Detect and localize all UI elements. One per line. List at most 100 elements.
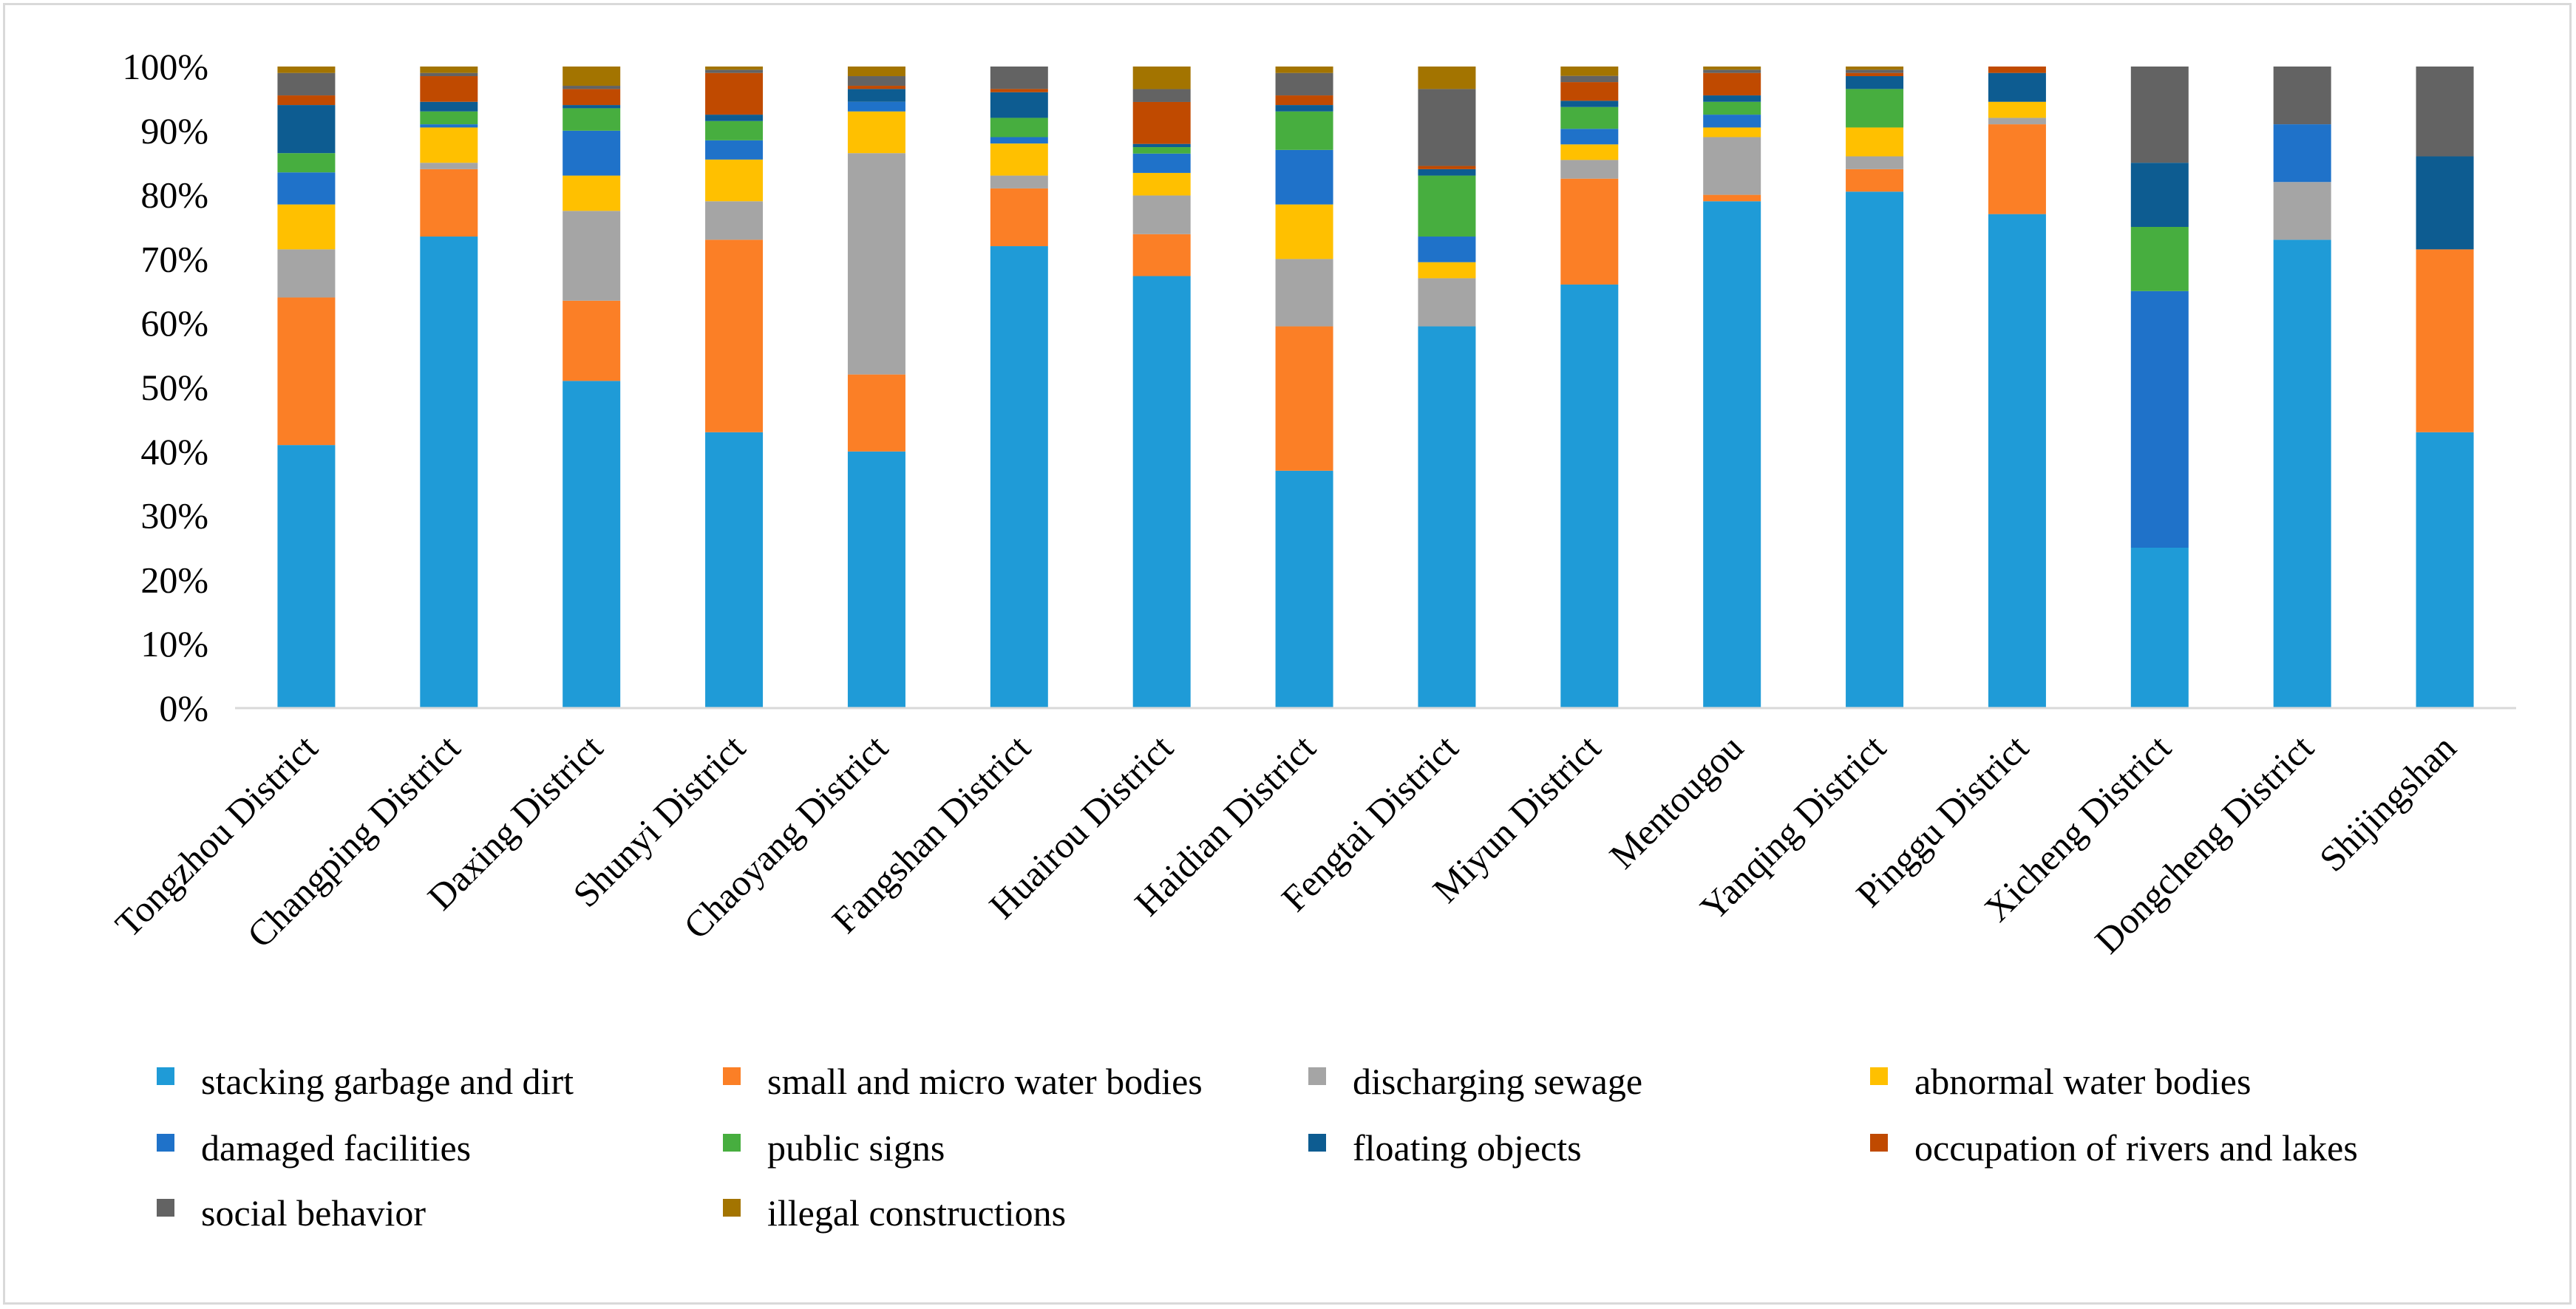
bar-segment: [1988, 118, 2046, 125]
legend-item: discharging sewage: [1308, 1061, 1642, 1102]
bar-segment: [1703, 201, 1761, 708]
bar-segment: [420, 111, 478, 125]
bar-segment: [1703, 101, 1761, 115]
bar-segment: [2130, 548, 2189, 708]
bar-segment: [2416, 432, 2474, 708]
bar-stack: [563, 67, 621, 708]
bar-segment: [1275, 72, 1333, 96]
bar-segment: [1275, 204, 1333, 259]
bar-segment: [1418, 169, 1476, 176]
bar-segment: [705, 67, 764, 70]
bar-segment: [1560, 82, 1619, 101]
bar-segment: [2130, 290, 2189, 548]
bar-segment: [563, 108, 621, 131]
bar-segment: [847, 86, 905, 89]
bar-segment: [1132, 276, 1191, 708]
bar-stack: [1988, 67, 2046, 708]
bar-segment: [990, 246, 1048, 708]
bar-segment: [990, 92, 1048, 118]
bar-segment: [1275, 95, 1333, 106]
legend-label: discharging sewage: [1353, 1061, 1642, 1102]
bar-segment: [1560, 75, 1619, 83]
bar-segment: [1275, 259, 1333, 327]
bar-segment: [1418, 326, 1476, 708]
bar-segment: [277, 249, 336, 298]
bar-segment: [705, 201, 764, 240]
y-axis-ticks: 0% 10% 20% 30% 40% 50% 60% 70% 80% 90% 100%: [122, 46, 208, 729]
bar-stack: [847, 67, 905, 708]
legend-swatch: [157, 1199, 174, 1217]
legend-item: floating objects: [1308, 1127, 1582, 1169]
bar-stack: [277, 67, 336, 708]
y-tick-label: 90%: [140, 110, 208, 152]
y-tick-label: 100%: [122, 46, 208, 87]
bar-segment: [563, 67, 621, 86]
bar-segment: [1275, 105, 1333, 112]
bar-segment: [990, 89, 1048, 92]
bar-segment: [1560, 67, 1619, 76]
bar-segment: [1132, 195, 1191, 234]
y-tick-label: 30%: [140, 495, 208, 537]
bar-segment: [1275, 149, 1333, 205]
bar-segment: [1988, 101, 2046, 118]
bar-segment: [1560, 144, 1619, 160]
bar-segment: [847, 89, 905, 102]
bar-segment: [1703, 72, 1761, 96]
legend-item: public signs: [723, 1127, 945, 1169]
y-tick-label: 10%: [140, 623, 208, 664]
legend-label: public signs: [767, 1127, 945, 1169]
bar-segment: [1132, 101, 1191, 144]
bar-segment: [1846, 169, 1904, 192]
bar-segment: [1275, 111, 1333, 150]
bar-segment: [420, 72, 478, 77]
bar-segment: [705, 432, 764, 708]
bar-segment: [1846, 69, 1904, 73]
bar-segment: [1703, 194, 1761, 202]
bar-segment: [563, 211, 621, 301]
legend-swatch: [157, 1134, 174, 1152]
bar-segment: [1560, 284, 1619, 709]
bar-segment: [277, 172, 336, 205]
y-tick-label: 40%: [140, 431, 208, 472]
bar-segment: [2130, 163, 2189, 227]
bar-segment: [420, 67, 478, 73]
bar-segment: [1846, 72, 1904, 77]
bar-segment: [847, 101, 905, 112]
bar-segment: [705, 140, 764, 160]
bar-segment: [1846, 156, 1904, 169]
bar-segment: [1988, 214, 2046, 708]
bar-segment: [847, 153, 905, 375]
y-tick-label: 0%: [159, 687, 208, 729]
bar-segment: [1132, 67, 1191, 89]
legend-swatch: [1870, 1134, 1888, 1152]
legend-label: floating objects: [1353, 1127, 1582, 1169]
bar-segment: [1703, 127, 1761, 137]
bar-segment: [563, 175, 621, 211]
bar-segment: [990, 188, 1048, 247]
bar-segment: [2416, 156, 2474, 250]
bar-segment: [1560, 178, 1619, 285]
bar-segment: [277, 95, 336, 106]
bar-segment: [1132, 153, 1191, 173]
legend-label: abnormal water bodies: [1914, 1061, 2251, 1102]
legend-item: abnormal water bodies: [1870, 1061, 2251, 1102]
legend-label: illegal constructions: [767, 1192, 1066, 1234]
bar-segment: [1846, 76, 1904, 89]
bar-segment: [1703, 137, 1761, 195]
bar-segment: [563, 130, 621, 176]
bar-segment: [277, 204, 336, 250]
bar-segment: [847, 451, 905, 708]
bar-stack: [990, 67, 1048, 708]
bar-segment: [563, 105, 621, 109]
bar-segment: [1988, 67, 2046, 73]
bar-segment: [847, 76, 905, 86]
bar-segment: [1132, 172, 1191, 196]
y-tick-label: 60%: [140, 302, 208, 344]
bar-segment: [1703, 115, 1761, 128]
bar-segment: [1418, 175, 1476, 237]
bar-stack: [1703, 67, 1761, 708]
bar-segment: [1988, 124, 2046, 214]
bar-segment: [277, 105, 336, 154]
bar-segment: [1418, 262, 1476, 279]
